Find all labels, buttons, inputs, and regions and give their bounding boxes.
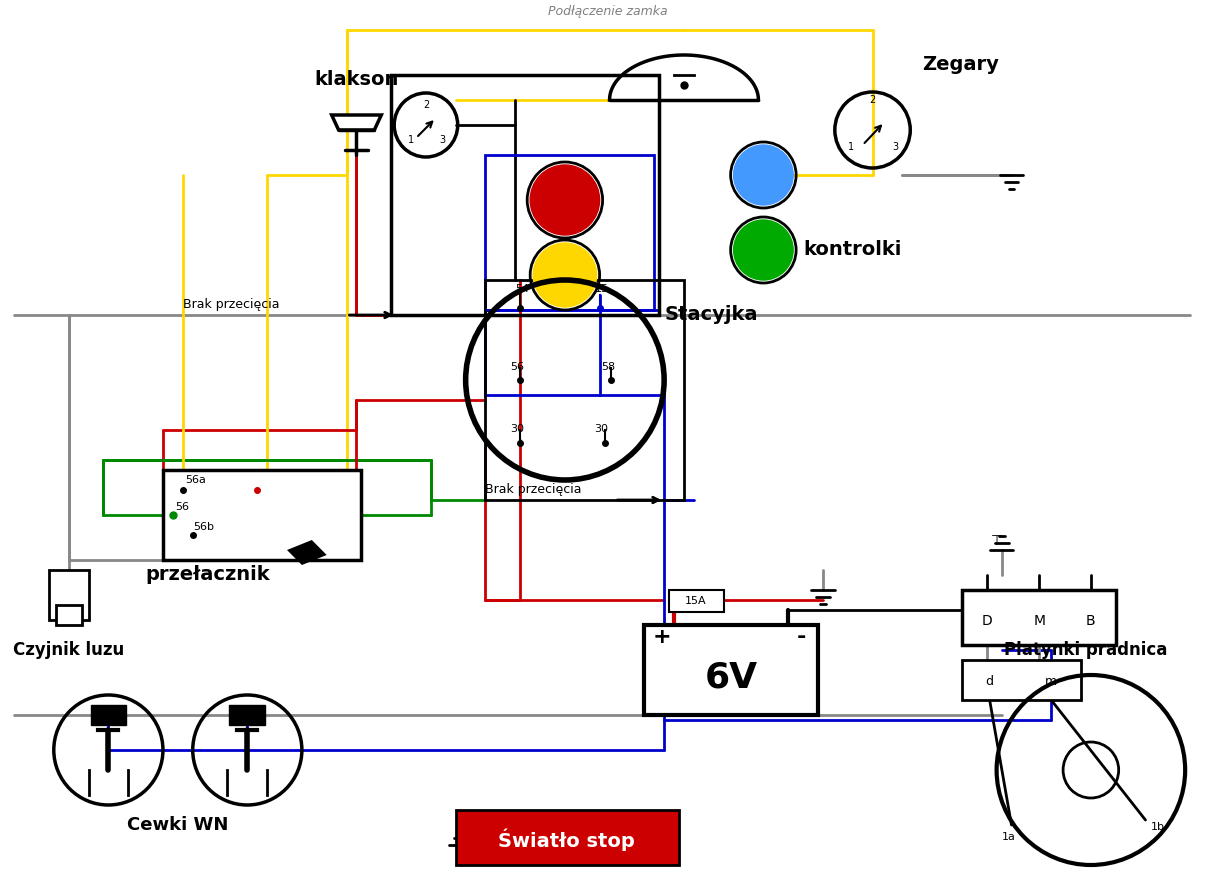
Polygon shape [332, 115, 381, 130]
Text: 56: 56 [175, 502, 189, 512]
Bar [962, 590, 1116, 645]
Bar [486, 280, 684, 500]
Text: Cewki WN: Cewki WN [127, 816, 228, 834]
Text: 1: 1 [848, 142, 854, 152]
Text: +: + [652, 627, 672, 647]
Text: B: B [1087, 614, 1096, 628]
Text: 58: 58 [602, 362, 616, 372]
Text: 1a: 1a [1001, 832, 1015, 842]
Bar [391, 75, 660, 315]
Bar [669, 590, 724, 612]
Text: 3: 3 [892, 142, 898, 152]
Bar [163, 470, 362, 560]
Circle shape [733, 145, 794, 205]
Circle shape [733, 220, 794, 280]
Text: Podłączenie zamka: Podłączenie zamka [548, 5, 667, 18]
Text: 6V: 6V [706, 660, 759, 694]
Text: 56a: 56a [185, 475, 206, 485]
Text: 56b: 56b [193, 522, 213, 532]
Text: przełacznik: przełacznik [145, 565, 270, 584]
Text: 2: 2 [423, 100, 429, 110]
Text: 15A: 15A [685, 596, 707, 606]
Circle shape [531, 165, 599, 235]
Text: Platynki pradnica: Platynki pradnica [1005, 641, 1167, 659]
Bar [229, 705, 265, 725]
Text: m: m [1046, 675, 1058, 688]
Polygon shape [287, 540, 327, 565]
Text: 54: 54 [515, 284, 529, 294]
Bar [456, 810, 679, 865]
Bar [48, 570, 88, 620]
Text: 30: 30 [595, 424, 609, 434]
Text: Stacyjka: Stacyjka [665, 305, 757, 324]
Bar [962, 660, 1081, 700]
Text: Światło stop: Światło stop [498, 828, 636, 851]
Text: 1: 1 [408, 135, 414, 145]
Text: 15: 15 [595, 284, 609, 294]
Text: D: D [982, 614, 993, 628]
Text: 1b: 1b [1151, 822, 1165, 832]
Bar [55, 605, 82, 625]
Text: Brak przecięcia: Brak przecięcia [183, 298, 280, 311]
Text: 56: 56 [510, 362, 525, 372]
Text: Zegary: Zegary [923, 55, 999, 74]
Bar [486, 155, 654, 310]
Text: kontrolki: kontrolki [803, 240, 901, 259]
Bar [644, 625, 818, 715]
Circle shape [533, 243, 597, 307]
Bar [90, 705, 127, 725]
Text: Brak przecięcia: Brak przecięcia [486, 483, 582, 496]
Text: d: d [985, 675, 994, 688]
Text: Czyjnik luzu: Czyjnik luzu [13, 641, 124, 659]
Text: 2: 2 [870, 95, 876, 105]
Text: 3: 3 [440, 135, 446, 145]
Text: ⊤: ⊤ [990, 534, 1002, 548]
Text: M: M [1034, 614, 1046, 628]
Text: 30: 30 [510, 424, 525, 434]
Text: klakson: klakson [315, 70, 399, 89]
Text: -: - [796, 627, 806, 647]
